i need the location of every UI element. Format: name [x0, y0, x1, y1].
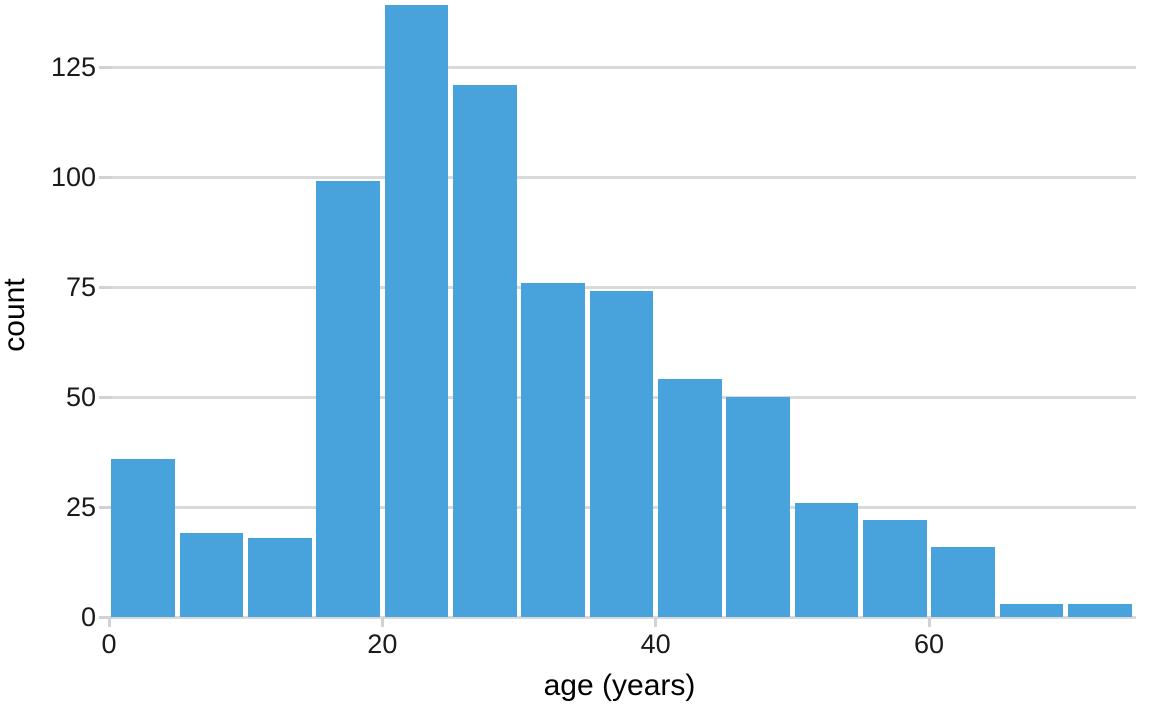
- y-tick-label: 100: [50, 161, 96, 192]
- y-axis-tick: [99, 615, 112, 619]
- histogram-bar: [999, 603, 1064, 617]
- histogram-bar: [657, 379, 722, 617]
- histogram-bar: [589, 291, 654, 617]
- histogram-bar: [384, 5, 449, 617]
- x-tick-label: 0: [101, 629, 117, 659]
- histogram-bar: [452, 84, 517, 617]
- y-gridline: [103, 65, 1136, 69]
- y-axis-tick: [99, 395, 112, 399]
- y-axis-tick: [99, 175, 112, 179]
- y-axis-tick: [99, 505, 112, 509]
- x-axis-title: age (years): [543, 669, 696, 702]
- x-tick-label: 60: [913, 629, 945, 659]
- histogram-bar: [1067, 603, 1132, 617]
- histogram-bar: [794, 502, 859, 617]
- histogram-bar: [521, 282, 586, 617]
- y-tick-label: 25: [65, 491, 96, 522]
- x-axis-tick: [654, 618, 658, 627]
- histogram-bar: [862, 520, 927, 617]
- histogram-bar: [726, 397, 791, 617]
- y-axis-tick: [99, 65, 112, 69]
- x-axis-tick: [107, 618, 111, 627]
- histogram-bar: [931, 546, 996, 617]
- x-axis-tick: [927, 618, 931, 627]
- y-gridline: [103, 285, 1136, 289]
- x-axis-tick: [380, 618, 384, 627]
- histogram-bar: [247, 537, 312, 617]
- histogram-bar: [316, 181, 381, 617]
- histogram-bar: [111, 458, 176, 617]
- y-tick-label: 0: [80, 601, 96, 632]
- y-tick-label: 125: [50, 51, 96, 82]
- y-gridline: [103, 175, 1136, 179]
- histogram-bar: [179, 533, 244, 617]
- y-gridline: [103, 615, 1136, 619]
- y-tick-label: 50: [65, 381, 96, 412]
- y-axis-tick: [99, 285, 112, 289]
- y-axis-title: count: [0, 278, 31, 352]
- x-tick-label: 20: [367, 629, 398, 659]
- y-tick-label: 75: [65, 271, 96, 302]
- x-tick-label: 40: [640, 629, 671, 659]
